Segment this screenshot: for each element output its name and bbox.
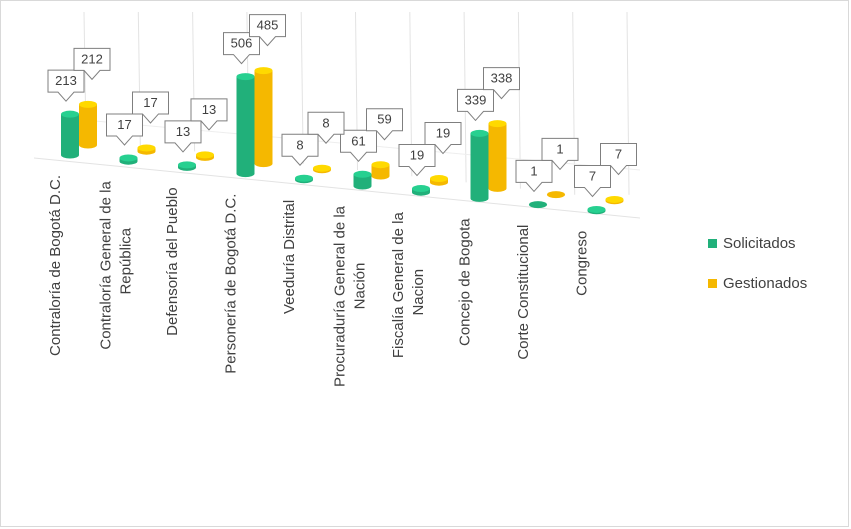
bar-top-1-4 <box>313 164 331 172</box>
gridline-10 <box>626 11 630 195</box>
category-label-4: Veeduría Distrital <box>281 200 298 314</box>
bar-0-3 <box>236 76 255 178</box>
data-label-box-0-4 <box>281 133 319 167</box>
data-label-box-0-5 <box>340 129 377 163</box>
data-label-box-1-4 <box>307 111 345 145</box>
data-label-1-2: 13 <box>202 102 216 117</box>
data-label-box-1-6 <box>424 122 462 155</box>
bar-0-0 <box>61 114 79 159</box>
bar-top-0-4 <box>295 174 313 182</box>
data-label-0-7: 339 <box>465 92 487 107</box>
chart-legend: Solicitados Gestionados <box>708 232 807 312</box>
data-label-1-8: 1 <box>556 141 563 156</box>
data-label-0-1: 17 <box>117 117 131 132</box>
data-label-box-0-6 <box>398 144 436 177</box>
bar-1-5 <box>371 164 390 180</box>
legend-label-series-1: Gestionados <box>723 274 808 292</box>
data-label-0-9: 7 <box>589 168 596 183</box>
legend-item-series-1: Gestionados <box>708 272 807 294</box>
data-label-box-0-0 <box>47 69 85 102</box>
data-label-box-0-2 <box>164 120 202 153</box>
legend-label-series-0: Solicitados <box>723 234 796 252</box>
data-label-1-0: 212 <box>81 51 103 66</box>
data-label-1-1: 17 <box>143 95 157 110</box>
data-label-box-0-7 <box>457 88 494 122</box>
bar-1-3 <box>254 70 273 168</box>
legend-item-series-0: Solicitados <box>708 232 807 254</box>
category-label-2: Defensoría del Pueblo <box>164 187 181 335</box>
data-label-0-0: 213 <box>55 73 77 88</box>
bar-top-1-1 <box>137 144 156 152</box>
bar-1-8 <box>547 191 565 199</box>
category-label-5: Procuraduría General de la Nación <box>332 205 369 387</box>
category-label-6: Fiscalía General de la Nacion <box>390 212 427 359</box>
data-label-box-0-8 <box>515 159 553 193</box>
data-label-0-8: 1 <box>530 163 537 178</box>
data-label-1-3: 485 <box>257 18 279 33</box>
bar-1-7 <box>488 123 507 192</box>
category-label-8: Corte Constitucional <box>515 225 532 360</box>
bar-top-0-9 <box>587 205 606 213</box>
data-label-0-6: 19 <box>410 148 424 163</box>
bar-top-0-7 <box>470 129 489 137</box>
category-label-3: Personería de Bogotá D.C. <box>223 194 240 374</box>
category-label-0: Contraloría de Bogotá D.C. <box>47 175 64 356</box>
data-label-box-1-8 <box>541 137 579 171</box>
bar-top-1-6 <box>430 175 448 183</box>
data-label-0-3: 506 <box>231 36 253 51</box>
legend-swatch-series-1 <box>708 278 717 288</box>
data-label-1-7: 338 <box>491 71 513 86</box>
data-label-box-1-1 <box>132 91 169 124</box>
data-label-1-9: 7 <box>615 146 622 161</box>
category-label-1: Contraloría General de la República <box>98 181 135 350</box>
data-label-1-4: 8 <box>322 115 329 130</box>
data-label-box-1-0 <box>73 47 111 81</box>
data-label-0-4: 8 <box>296 137 303 152</box>
bar-top-0-6 <box>412 185 430 193</box>
category-label-9: Congreso <box>574 231 591 296</box>
category-label-7: Concejo de Bogota <box>457 218 474 346</box>
bar-top-0-3 <box>236 73 255 81</box>
data-label-box-0-1 <box>106 113 143 146</box>
bar-top-1-5 <box>371 161 390 169</box>
bar-0-5 <box>353 174 372 190</box>
data-label-1-5: 59 <box>377 112 391 127</box>
bar-top-0-5 <box>353 170 372 178</box>
bar-top-1-2 <box>196 151 214 159</box>
bar-top-0-2 <box>178 161 196 169</box>
data-label-box-1-5 <box>366 108 403 141</box>
bar-1-0 <box>79 104 97 149</box>
bar-top-0-0 <box>61 110 79 118</box>
bar-0-8 <box>529 201 547 209</box>
legend-swatch-series-0 <box>708 238 717 248</box>
data-label-box-0-9 <box>574 164 611 198</box>
data-label-box-1-3 <box>249 14 286 47</box>
data-label-0-2: 13 <box>176 124 190 139</box>
data-label-0-5: 61 <box>351 133 365 148</box>
bar-0-7 <box>470 133 489 202</box>
data-label-1-6: 19 <box>436 126 450 141</box>
bar-top-1-7 <box>488 120 507 128</box>
bar-top-1-0 <box>79 100 97 108</box>
bar-top-1-3 <box>254 67 273 75</box>
bar-top-1-9 <box>605 195 624 203</box>
data-label-box-1-9 <box>600 142 637 176</box>
data-label-box-1-2 <box>190 98 228 131</box>
data-label-box-1-7 <box>483 67 520 100</box>
bar-top-0-1 <box>119 154 138 162</box>
